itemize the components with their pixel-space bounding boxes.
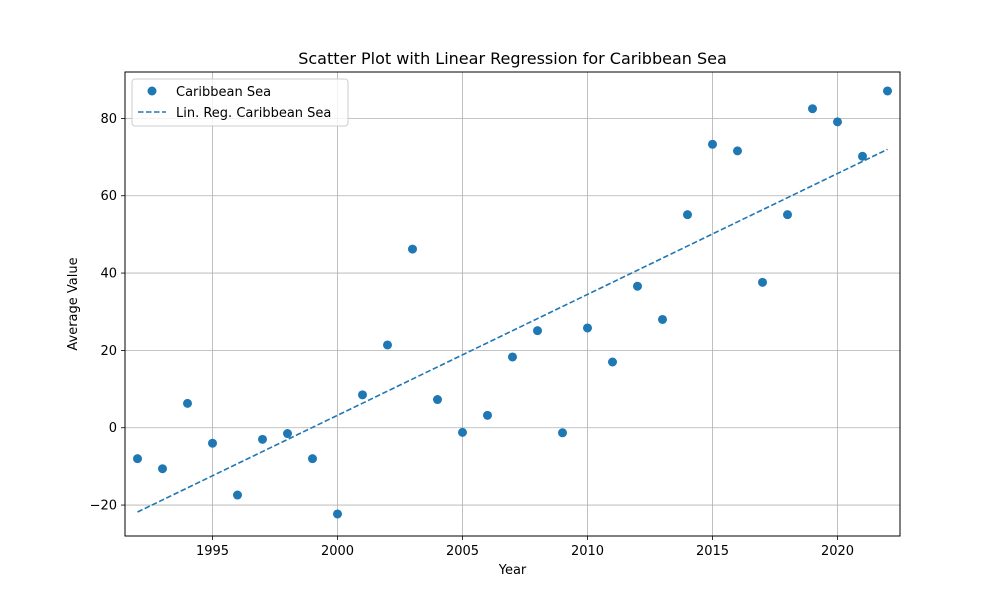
scatter-point	[433, 395, 442, 405]
y-tick-label: 40	[100, 267, 117, 282]
scatter-points-layer	[133, 86, 892, 519]
y-tick-label: 60	[100, 189, 117, 204]
scatter-point	[483, 410, 492, 420]
scatter-point	[683, 210, 692, 220]
x-tick-label: 2000	[321, 544, 354, 559]
grid-lines	[125, 72, 900, 536]
x-tick-label: 1995	[196, 544, 229, 559]
scatter-point	[383, 340, 392, 350]
y-tick-label: 80	[100, 112, 117, 127]
regression-line-layer	[137, 148, 888, 513]
legend: Caribbean Sea Lin. Reg. Caribbean Sea	[131, 78, 349, 127]
y-tick-label: −20	[90, 499, 117, 514]
scatter-point	[408, 244, 417, 254]
scatter-point	[883, 86, 892, 96]
x-tick-label: 2020	[821, 544, 854, 559]
y-tick-label: 0	[109, 421, 117, 436]
scatter-point	[283, 429, 292, 439]
scatter-point	[783, 210, 792, 220]
legend-marker-scatter	[147, 86, 157, 96]
scatter-point	[708, 139, 717, 149]
scatter-point	[333, 509, 342, 519]
y-axis-label: Average Value	[66, 257, 81, 350]
scatter-point	[833, 117, 842, 127]
scatter-point	[308, 454, 317, 464]
scatter-point	[183, 398, 192, 408]
scatter-point	[583, 323, 592, 333]
scatter-point	[858, 151, 867, 161]
chart-title: Scatter Plot with Linear Regression for …	[298, 49, 727, 68]
scatter-point	[758, 277, 767, 287]
plot-frame	[124, 71, 901, 537]
x-tick-label: 2005	[446, 544, 479, 559]
scatter-point	[633, 281, 642, 291]
x-ticks: 1995 2000 2005 2010 2015 2020	[196, 536, 854, 559]
scatter-point	[233, 490, 242, 500]
x-tick-label: 2015	[696, 544, 729, 559]
scatter-point	[358, 390, 367, 400]
y-tick-label: 20	[100, 344, 117, 359]
scatter-point	[808, 104, 817, 114]
scatter-point	[258, 434, 267, 444]
x-axis-label: Year	[498, 563, 527, 578]
scatter-point	[508, 352, 517, 362]
scatter-point	[208, 438, 217, 448]
scatter-point	[733, 146, 742, 156]
scatter-point	[658, 314, 667, 324]
x-tick-label: 2010	[571, 544, 604, 559]
y-ticks: −20 0 20 40 60 80	[90, 112, 125, 514]
legend-box	[131, 78, 349, 127]
legend-label-regression: Lin. Reg. Caribbean Sea	[176, 106, 331, 121]
scatter-point	[133, 454, 142, 464]
scatter-point	[158, 464, 167, 474]
scatter-point	[608, 357, 617, 367]
regression-line	[137, 148, 888, 513]
scatter-point	[558, 428, 567, 438]
scatter-point	[458, 427, 467, 437]
scatter-point	[533, 326, 542, 336]
legend-label-scatter: Caribbean Sea	[176, 85, 271, 100]
